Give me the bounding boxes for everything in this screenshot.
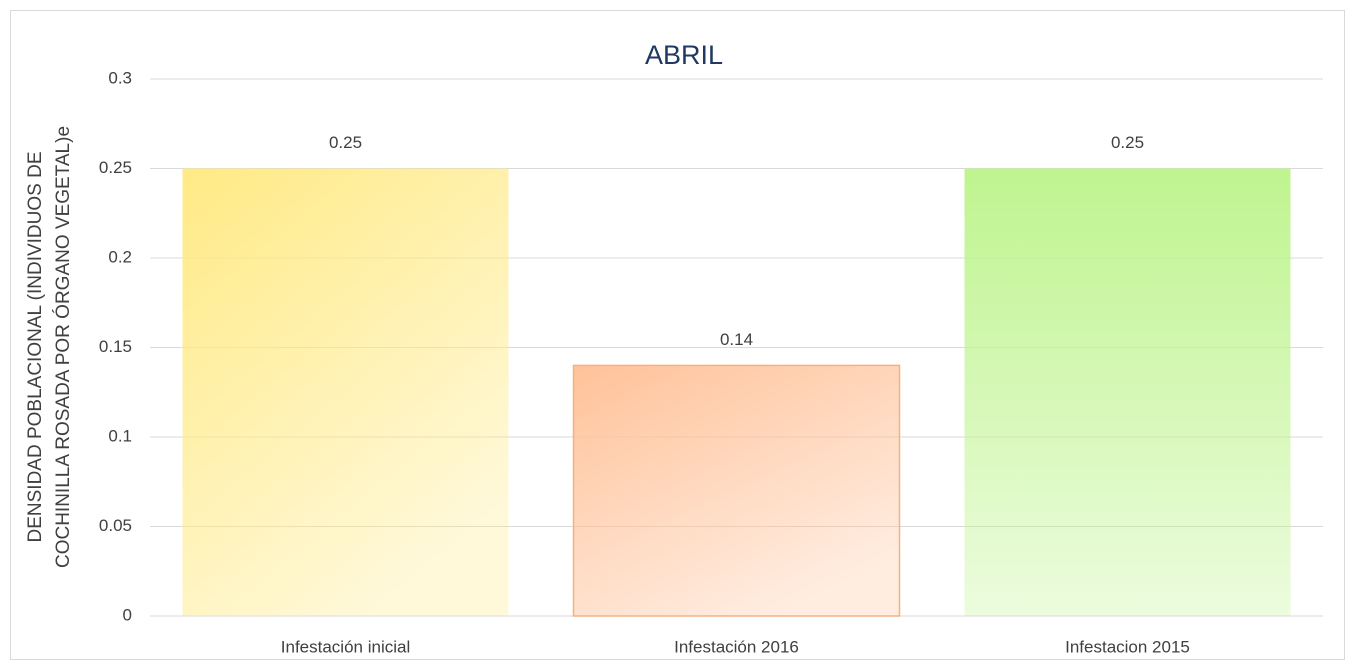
y-tick-label: 0.3 [108, 68, 132, 87]
bar [572, 364, 901, 617]
data-label: 0.25 [1111, 133, 1144, 152]
y-tick-label: 0.25 [99, 158, 132, 177]
y-tick-label: 0.2 [108, 247, 132, 266]
chart-title: ABRIL [645, 40, 723, 70]
x-tick-label: Infestacion 2015 [1065, 637, 1190, 656]
y-tick-label: 0.05 [99, 516, 132, 535]
y-axis-label: COCHINILLA ROSADA POR ÓRGANO VEGETAL)e [52, 126, 74, 568]
data-label: 0.25 [329, 133, 362, 152]
y-axis-label: DENSIDAD POBLACIONAL (INDIVIDUOS DE [25, 152, 46, 543]
x-tick-label: Infestación 2016 [674, 637, 799, 656]
y-tick-label: 0.1 [108, 426, 132, 445]
bar [964, 168, 1291, 616]
x-tick-label: Infestación inicial [281, 637, 410, 656]
y-tick-label: 0 [123, 605, 132, 624]
y-tick-label: 0.15 [99, 337, 132, 356]
data-label: 0.14 [720, 330, 753, 349]
bar [182, 168, 509, 616]
